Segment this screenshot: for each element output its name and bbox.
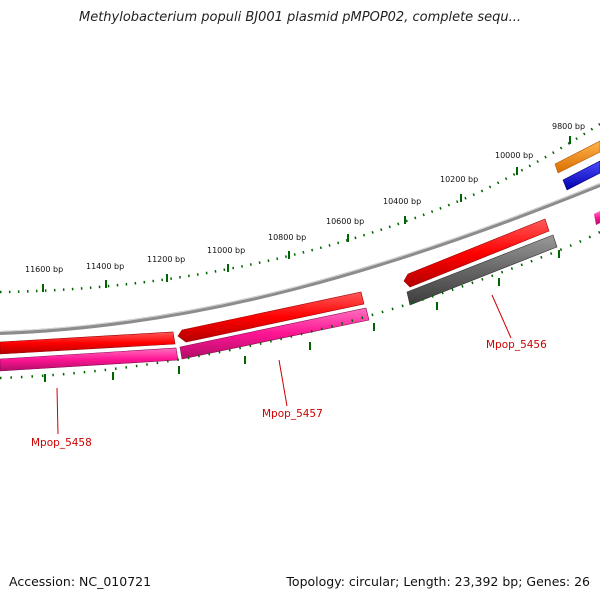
bp-label: 10800 bp <box>268 233 306 242</box>
cds-partial-right <box>594 211 600 225</box>
bp-label: 10400 bp <box>383 197 421 206</box>
leader-mpop-5457 <box>278 359 288 407</box>
bp-labels: 9800 bp 10000 bp 10200 bp 10400 bp 10600… <box>25 122 585 274</box>
topology-summary: Topology: circular; Length: 23,392 bp; G… <box>286 574 590 589</box>
gene-label-mpop-5456[interactable]: Mpop_5456 <box>486 339 547 351</box>
inner-ticks <box>44 250 560 382</box>
cds-forward-arrow <box>403 218 550 288</box>
bp-label: 10000 bp <box>495 151 533 160</box>
bp-label: 11400 bp <box>86 262 124 271</box>
blue-feature <box>562 160 600 191</box>
backbone-ring <box>0 183 600 335</box>
gene-mpop-5456 <box>406 234 558 306</box>
bp-label: 9800 bp <box>552 122 585 131</box>
bp-label: 10600 bp <box>326 217 364 226</box>
cds-forward-segment <box>0 331 176 355</box>
leader-mpop-5456 <box>491 294 512 339</box>
inner-tick-ring <box>0 230 600 380</box>
bp-label: 10200 bp <box>440 175 478 184</box>
bp-label: 11600 bp <box>25 265 63 274</box>
map-title: Methylobacterium populi BJ001 plasmid pM… <box>79 10 521 25</box>
leader-mpop-5458 <box>56 387 59 435</box>
bp-label: 11000 bp <box>207 246 245 255</box>
major-ticks <box>42 136 571 292</box>
gene-label-mpop-5457[interactable]: Mpop_5457 <box>262 408 323 420</box>
gene-label-mpop-5458[interactable]: Mpop_5458 <box>31 437 92 449</box>
bp-label: 11200 bp <box>147 255 185 264</box>
orange-feature <box>554 140 600 174</box>
cds-forward-arrow <box>177 291 365 343</box>
accession-text: Accession: NC_010721 <box>9 574 152 589</box>
gene-mpop-5457 <box>179 307 370 360</box>
